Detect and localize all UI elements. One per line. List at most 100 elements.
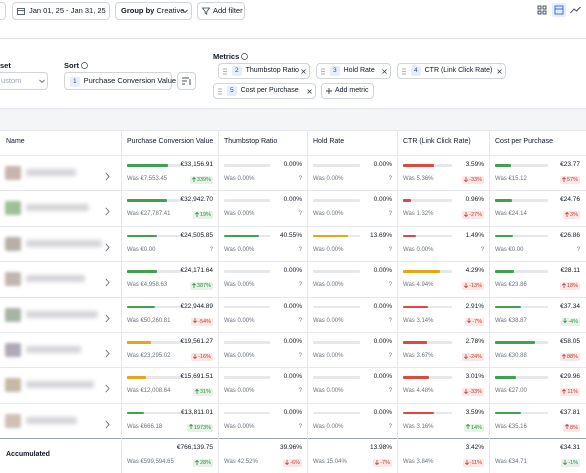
table-icon[interactable]	[552, 3, 566, 17]
value: 0.00%	[283, 196, 302, 204]
metric-chip[interactable]: 4 CTR (Link Click Rate)	[397, 63, 506, 79]
change-text: 8%	[570, 424, 578, 431]
trend-arrow	[562, 353, 566, 359]
trend-arrow	[191, 176, 196, 182]
value: 0.00%	[373, 373, 392, 381]
change-badge: 57%	[559, 176, 580, 184]
value: €13,811.01	[180, 408, 213, 416]
chevron-icon	[105, 243, 110, 252]
row-chevron[interactable]	[105, 274, 110, 287]
bar	[495, 164, 512, 167]
remove-icon[interactable]	[382, 69, 387, 74]
previous-value: Was €0.00	[495, 246, 524, 253]
header-cell: Hold Rate	[313, 138, 345, 145]
row-chevron[interactable]	[105, 416, 110, 429]
remove-icon[interactable]	[307, 89, 312, 94]
previous-value: Was 0.00%	[313, 317, 344, 324]
bar-track	[313, 199, 360, 202]
column-border	[397, 130, 398, 473]
value: 0.00%	[283, 161, 302, 168]
metric-chip[interactable]: 2 Thumbstop Ratio	[218, 63, 310, 79]
creative-name	[26, 169, 76, 176]
bar-track	[495, 376, 548, 379]
row-line	[0, 296, 586, 298]
date-button[interactable]: Jan 01, 25 - Jan 31, 25	[12, 2, 110, 20]
row-line	[0, 402, 586, 404]
change-unknown: ?	[298, 388, 302, 395]
bar	[127, 411, 144, 415]
change-unknown: ?	[298, 176, 302, 182]
change-unknown: ?	[388, 176, 392, 182]
previous-value: Was 0.00%	[313, 423, 344, 430]
bar	[403, 234, 416, 238]
column-border	[218, 130, 219, 473]
calendar-icon	[17, 8, 25, 15]
row-chevron[interactable]	[105, 168, 110, 181]
trend-arrow	[193, 318, 198, 324]
trend-arrow	[464, 176, 469, 182]
change-text: -7%	[380, 460, 390, 466]
previous-value: Was 0.00%	[224, 282, 255, 289]
preset-select[interactable]: ustom	[0, 72, 48, 90]
trend-arrow	[562, 176, 566, 182]
bar	[403, 164, 434, 167]
bar-track	[313, 164, 360, 167]
value: 3.42%	[465, 444, 484, 451]
remove-icon[interactable]	[301, 69, 306, 74]
remove-icon[interactable]	[497, 69, 502, 74]
change-text: 28%	[199, 460, 211, 466]
row-line	[0, 190, 586, 192]
row-chevron[interactable]	[105, 239, 110, 252]
bar-track	[495, 234, 548, 238]
row-chevron[interactable]	[105, 380, 110, 393]
row-line	[0, 261, 586, 263]
change-text: 18%	[566, 283, 578, 290]
change-badge: 19%	[192, 211, 213, 220]
metric-chip[interactable]: 5 Cost per Purchase	[213, 83, 316, 99]
row-chevron[interactable]	[105, 310, 110, 323]
value: €32,942.70	[180, 196, 213, 204]
caret	[39, 79, 45, 84]
change-badge: -27%	[462, 211, 484, 220]
cut-button[interactable]	[0, 2, 6, 20]
value: 2.78%	[465, 338, 484, 345]
filter-button[interactable]: Add filter	[197, 2, 245, 20]
change-unknown: ?	[388, 388, 392, 395]
group-button[interactable]: Group by Creative	[115, 2, 192, 20]
row-line	[0, 155, 586, 156]
bar	[127, 305, 156, 309]
metrics-label: Metrics	[213, 52, 249, 61]
previous-value: Was 0.00%	[313, 246, 344, 253]
sort-dir-button[interactable]	[177, 72, 196, 90]
change-text: 387%	[196, 283, 211, 290]
trend-icon[interactable]	[570, 5, 581, 15]
bar	[403, 270, 440, 273]
column-border	[489, 130, 490, 473]
previous-value: Was 0.00%	[224, 423, 255, 430]
add-metric-button[interactable]: Add metric	[321, 83, 374, 99]
grid-icon[interactable]	[537, 5, 547, 15]
previous-value: Was €30.88	[495, 353, 527, 359]
metric-index: 4	[411, 66, 421, 76]
bar-track	[495, 270, 548, 273]
row-chevron[interactable]	[105, 203, 110, 216]
trend-arrow	[464, 459, 469, 465]
previous-value: Was 0.00%	[403, 246, 434, 253]
previous-value: Was 3.84%	[403, 459, 434, 465]
value: €34.31	[560, 444, 580, 451]
filter-text: Add filter	[213, 6, 243, 15]
change-unknown: ?	[480, 246, 484, 253]
change-badge: -16%	[191, 353, 213, 361]
bar-track	[224, 164, 270, 167]
bar-track	[224, 341, 270, 344]
value: 0.00%	[283, 338, 302, 345]
metric-chip[interactable]: 3 Hold Rate	[316, 63, 391, 79]
sort-select[interactable]: 1 Purchase Conversion Value	[64, 72, 176, 90]
value: €33,156.91	[180, 161, 213, 168]
bar	[127, 234, 157, 238]
previous-value: Was 4.94%	[403, 282, 434, 289]
change-unknown: ?	[298, 246, 302, 253]
change-text: 11%	[567, 389, 578, 396]
row-chevron[interactable]	[105, 345, 110, 358]
change-badge: 31%	[192, 388, 213, 397]
